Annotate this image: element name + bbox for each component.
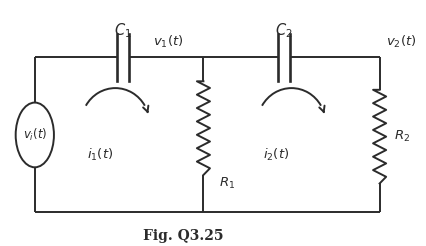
Text: $R_1$: $R_1$: [218, 176, 234, 191]
Text: $v_2(t)$: $v_2(t)$: [385, 34, 415, 50]
Text: $i_1(t)$: $i_1(t)$: [87, 146, 113, 163]
Text: $R_2$: $R_2$: [393, 129, 409, 144]
Text: Fig. Q3.25: Fig. Q3.25: [143, 230, 223, 244]
Text: $C_1$: $C_1$: [114, 21, 132, 40]
Text: $C_2$: $C_2$: [274, 21, 292, 40]
Text: $v_1(t)$: $v_1(t)$: [153, 34, 183, 50]
Text: $v_i(t)$: $v_i(t)$: [23, 127, 47, 143]
Text: $i_2(t)$: $i_2(t)$: [263, 146, 289, 163]
